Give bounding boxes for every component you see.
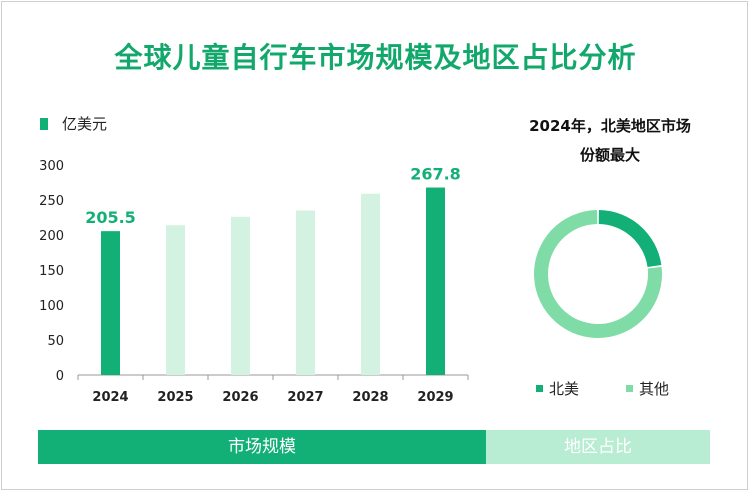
bar-2026	[231, 216, 250, 375]
y-tick-label: 100	[39, 299, 64, 314]
legend-item-others: 其他	[626, 378, 669, 399]
unit-square-icon	[40, 117, 48, 130]
x-tick-label: 2024	[92, 390, 128, 405]
bar-2025	[166, 225, 185, 375]
legend-item-north-america: 北美	[536, 378, 579, 399]
tab-bar: 市场规模 地区占比	[38, 430, 710, 464]
x-tick-label: 2028	[352, 390, 388, 405]
tab-market-size[interactable]: 市场规模	[38, 430, 486, 464]
donut-slice-0	[598, 210, 662, 267]
page-title: 全球儿童自行车市场规模及地区占比分析	[114, 41, 637, 74]
bar-2029	[426, 187, 445, 375]
x-tick-label: 2026	[222, 390, 258, 405]
x-tick-label: 2027	[287, 390, 323, 405]
y-tick-label: 0	[56, 369, 64, 384]
data-label-2029: 267.8	[410, 165, 461, 184]
legend-label-others: 其他	[639, 380, 670, 398]
tab-region-share[interactable]: 地区占比	[486, 430, 710, 464]
x-tick-label: 2029	[417, 390, 453, 405]
bar-unit-legend: 亿美元	[40, 113, 107, 134]
bar-chart: 0 50 100 150 200 250 300 2024 205.5 2025 2026 2027 2…	[39, 159, 469, 405]
bar-2024	[101, 231, 120, 375]
legend-swatch-north-america	[536, 385, 543, 392]
donut-note-line1: 2024年，北美地区市场	[529, 117, 691, 135]
legend-label-north-america: 北美	[549, 380, 580, 398]
y-tick-label: 200	[39, 229, 64, 244]
donut-note: 2024年，北美地区市场 份额最大	[500, 112, 720, 170]
y-tick-label: 250	[39, 194, 64, 209]
donut-note-line2: 份额最大	[579, 146, 640, 164]
bar-2027	[296, 210, 315, 375]
y-tick-label: 150	[39, 264, 64, 279]
data-label-2024: 205.5	[85, 208, 136, 227]
bar-unit-label: 亿美元	[62, 115, 108, 133]
legend-swatch-others	[626, 385, 633, 392]
y-tick-label: 50	[47, 334, 64, 349]
x-tick-label: 2025	[157, 390, 193, 405]
donut-chart	[534, 210, 662, 338]
bar-2028	[361, 193, 380, 375]
y-tick-label: 300	[39, 159, 64, 174]
